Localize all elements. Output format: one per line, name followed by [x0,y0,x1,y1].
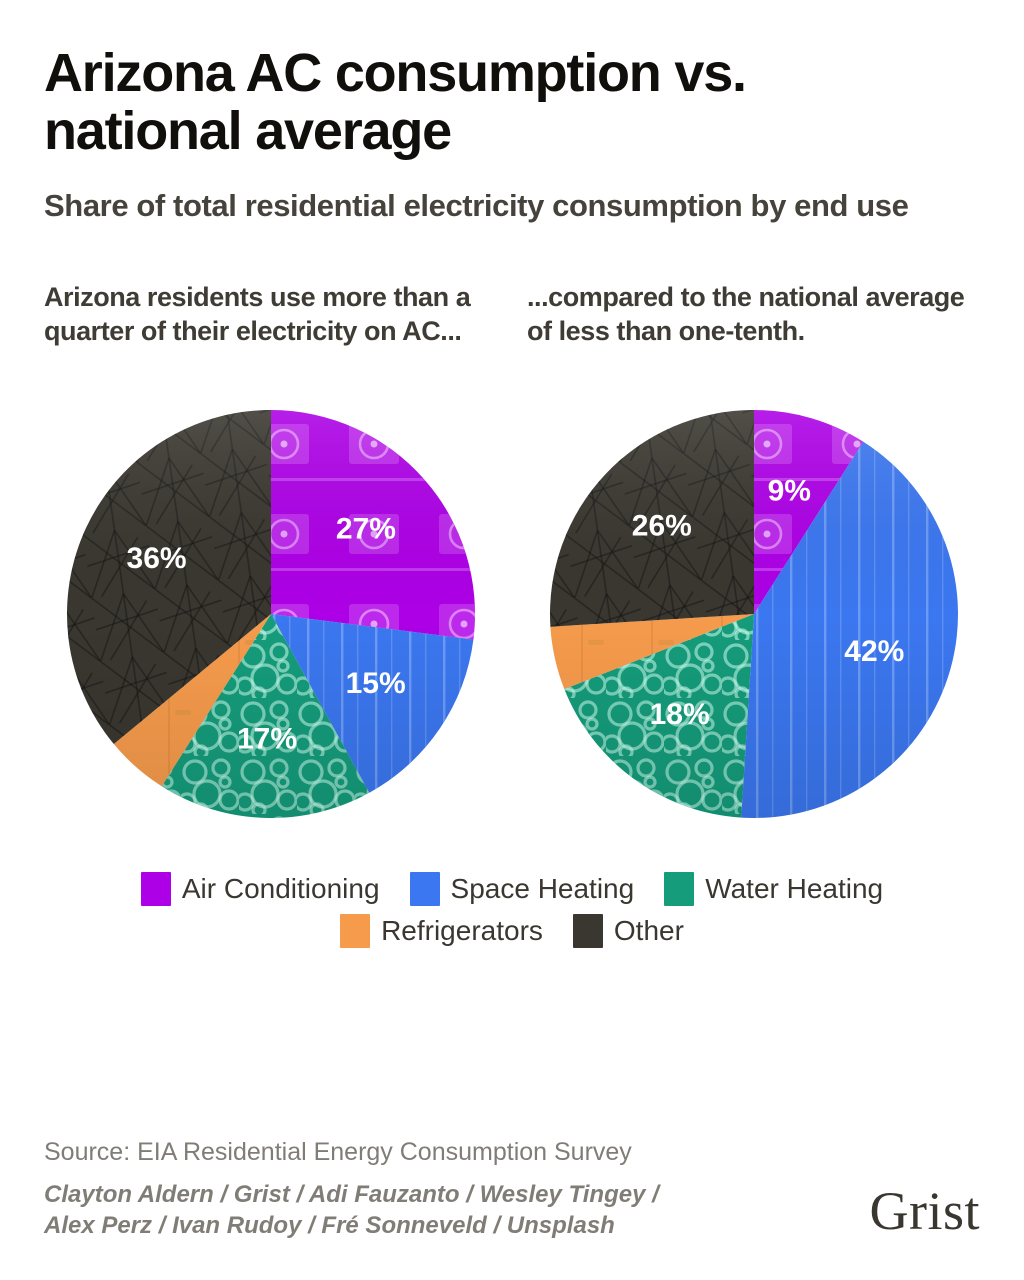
credits-line-2: Alex Perz / Ivan Rudoy / Fré Sonneveld /… [44,1212,615,1240]
pie-slice-value-label: 36% [126,543,186,576]
pie-slice-value-label: 42% [844,635,904,668]
pie-slice-value-label: 17% [237,723,297,756]
legend-item-space-heating[interactable]: Space Heating [409,872,635,907]
footer: Source: EIA Residential Energy Consumpti… [44,1137,980,1242]
legend-item-water-heating[interactable]: Water Heating [664,872,884,907]
source-line: Source: EIA Residential Energy Consumpti… [44,1137,632,1166]
panel-arizona: Arizona residents use more than a quarte… [44,280,497,820]
pie-slice-value-label: 27% [335,513,395,546]
footer-text: Source: EIA Residential Energy Consumpti… [44,1137,659,1242]
panel-arizona-heading: Arizona residents use more than a quarte… [44,282,471,347]
legend-row-1: Air Conditioning Space Heating Water Hea… [44,872,980,907]
legend-label-air-conditioning: Air Conditioning [181,873,380,905]
legend-item-refrigerators[interactable]: Refrigerators [340,914,543,949]
pie-slice-value-label: 26% [631,510,691,543]
legend-swatch-icon-space-heating [409,872,440,907]
pie-chart-arizona-wrapper: 27% 15% 17% 36% [44,408,497,820]
pie-slice-value-label: 15% [345,667,405,700]
page-subtitle: Share of total residential electricity c… [44,187,909,223]
pie-shading-overlay [549,410,958,819]
pie-slice-value-label: 9% [767,475,810,508]
legend-swatch-icon-refrigerators [340,914,371,949]
pie-chart-arizona: 27% 15% 17% 36% [66,410,475,819]
legend-label-space-heating: Space Heating [450,873,635,905]
legend-swatch-icon-air-conditioning [140,872,171,907]
legend-label-water-heating: Water Heating [705,873,884,905]
legend-row-2: Refrigerators Other [44,914,980,949]
page-title: Arizona AC consumption vs. national aver… [44,43,747,162]
pie-chart-national: 9% 42% 18% 26% [549,410,958,819]
legend-item-air-conditioning[interactable]: Air Conditioning [140,872,380,907]
legend-label-other: Other [613,915,684,947]
pie-slice-labels: 9% 42% 18% 26% [631,475,904,732]
legend-label-refrigerators: Refrigerators [381,915,543,947]
chart-legend: Air Conditioning Space Heating Water Hea… [44,872,980,949]
pie-slice-value-label: 18% [649,699,709,732]
credits-line-1: Clayton Aldern / Grist / Adi Fauzanto / … [44,1180,659,1208]
pie-panels: Arizona residents use more than a quarte… [44,280,980,820]
panel-national: ...compared to the national average of l… [527,280,980,820]
pie-shading-overlay [66,410,475,819]
legend-swatch-icon-water-heating [664,872,695,907]
legend-swatch-icon-other [572,914,603,949]
panel-national-heading: ...compared to the national average of l… [527,282,965,347]
grist-logo: Grist [869,1181,980,1241]
pie-chart-national-wrapper: 9% 42% 18% 26% [527,408,980,820]
legend-item-other[interactable]: Other [572,914,684,949]
pie-slice-labels: 27% 15% 17% 36% [126,513,405,756]
